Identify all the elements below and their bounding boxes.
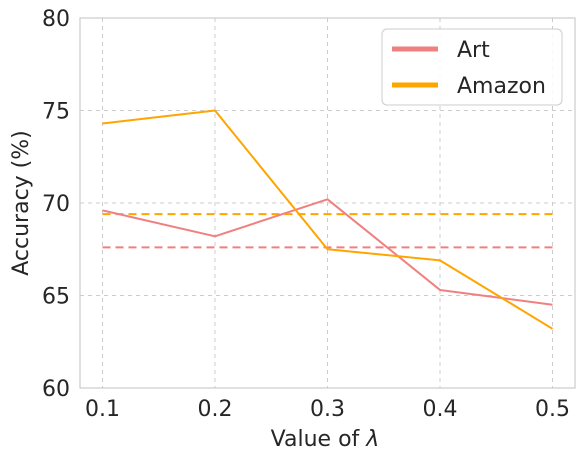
legend: Art Amazon bbox=[381, 28, 563, 106]
series-lines bbox=[102, 109, 554, 330]
series-line-art bbox=[102, 198, 553, 306]
x-axis-label: Value of λ bbox=[271, 427, 380, 452]
y-tick-labels: 60 65 70 75 80 bbox=[42, 7, 70, 402]
plot-frame bbox=[79, 17, 576, 389]
baseline-lines bbox=[102, 213, 553, 249]
x-tick-label: 0.2 bbox=[198, 397, 233, 422]
y-tick-label: 70 bbox=[42, 192, 70, 217]
x-tick-label: 0.1 bbox=[85, 397, 120, 422]
legend-label-amazon: Amazon bbox=[457, 74, 546, 99]
y-axis-label: Accuracy (%) bbox=[9, 130, 34, 276]
y-tick-label: 80 bbox=[42, 7, 70, 32]
series-line-amazon bbox=[102, 109, 554, 330]
x-axis-label-text: Value of bbox=[271, 427, 367, 452]
x-tick-label: 0.4 bbox=[423, 397, 458, 422]
y-tick-label: 75 bbox=[42, 100, 70, 125]
legend-label-art: Art bbox=[457, 38, 490, 63]
x-tick-labels: 0.1 0.2 0.3 0.4 0.5 bbox=[85, 397, 570, 422]
grid bbox=[80, 18, 575, 388]
x-axis-label-symbol: λ bbox=[365, 427, 379, 452]
y-tick-label: 65 bbox=[42, 285, 70, 310]
x-tick-label: 0.3 bbox=[310, 397, 345, 422]
x-tick-label: 0.5 bbox=[535, 397, 570, 422]
y-tick-label: 60 bbox=[42, 377, 70, 402]
